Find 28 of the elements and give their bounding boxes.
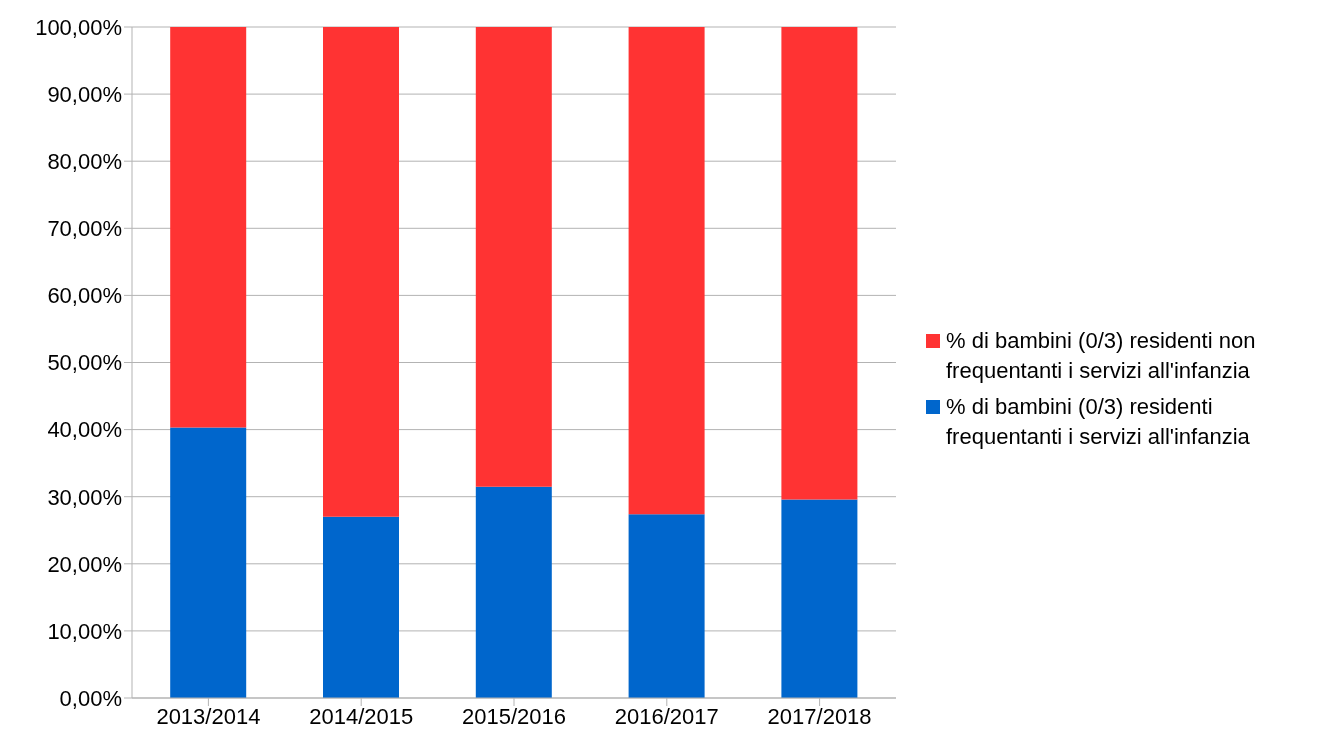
bar xyxy=(475,27,552,487)
bar xyxy=(323,516,399,698)
y-tick-label: 10,00% xyxy=(47,618,122,644)
x-tick-label: 2016/2017 xyxy=(614,703,719,729)
x-tick-label: 2015/2016 xyxy=(462,703,566,729)
bar xyxy=(475,486,552,698)
x-tick-label: 2017/2018 xyxy=(767,703,872,729)
y-tick-label: 40,00% xyxy=(47,417,122,443)
legend-label: % di bambini (0/3) residenti frequentanti i servizi all'infanzia xyxy=(946,393,1251,451)
bar xyxy=(628,27,705,515)
x-tick-label: 2013/2014 xyxy=(156,703,261,729)
x-tick-label: 2014/2015 xyxy=(309,703,414,729)
y-tick-label: 20,00% xyxy=(47,551,122,577)
bar xyxy=(781,27,858,500)
y-tick-label: 0,00% xyxy=(59,685,122,711)
y-tick-label: 90,00% xyxy=(47,81,122,107)
y-tick-label: 60,00% xyxy=(47,283,122,309)
y-tick-label: 100,00% xyxy=(35,14,122,40)
y-tick-label: 30,00% xyxy=(47,484,122,510)
y-tick-label: 80,00% xyxy=(47,149,122,175)
bar xyxy=(781,499,858,698)
bar xyxy=(170,427,247,698)
y-tick-label: 50,00% xyxy=(47,350,122,376)
bar xyxy=(628,514,705,698)
legend-label: % di bambini (0/3) residenti non frequentanti i servizi all'infanzia xyxy=(946,327,1257,385)
bar xyxy=(170,27,247,428)
bar xyxy=(323,27,399,517)
y-tick-label: 70,00% xyxy=(47,216,122,242)
